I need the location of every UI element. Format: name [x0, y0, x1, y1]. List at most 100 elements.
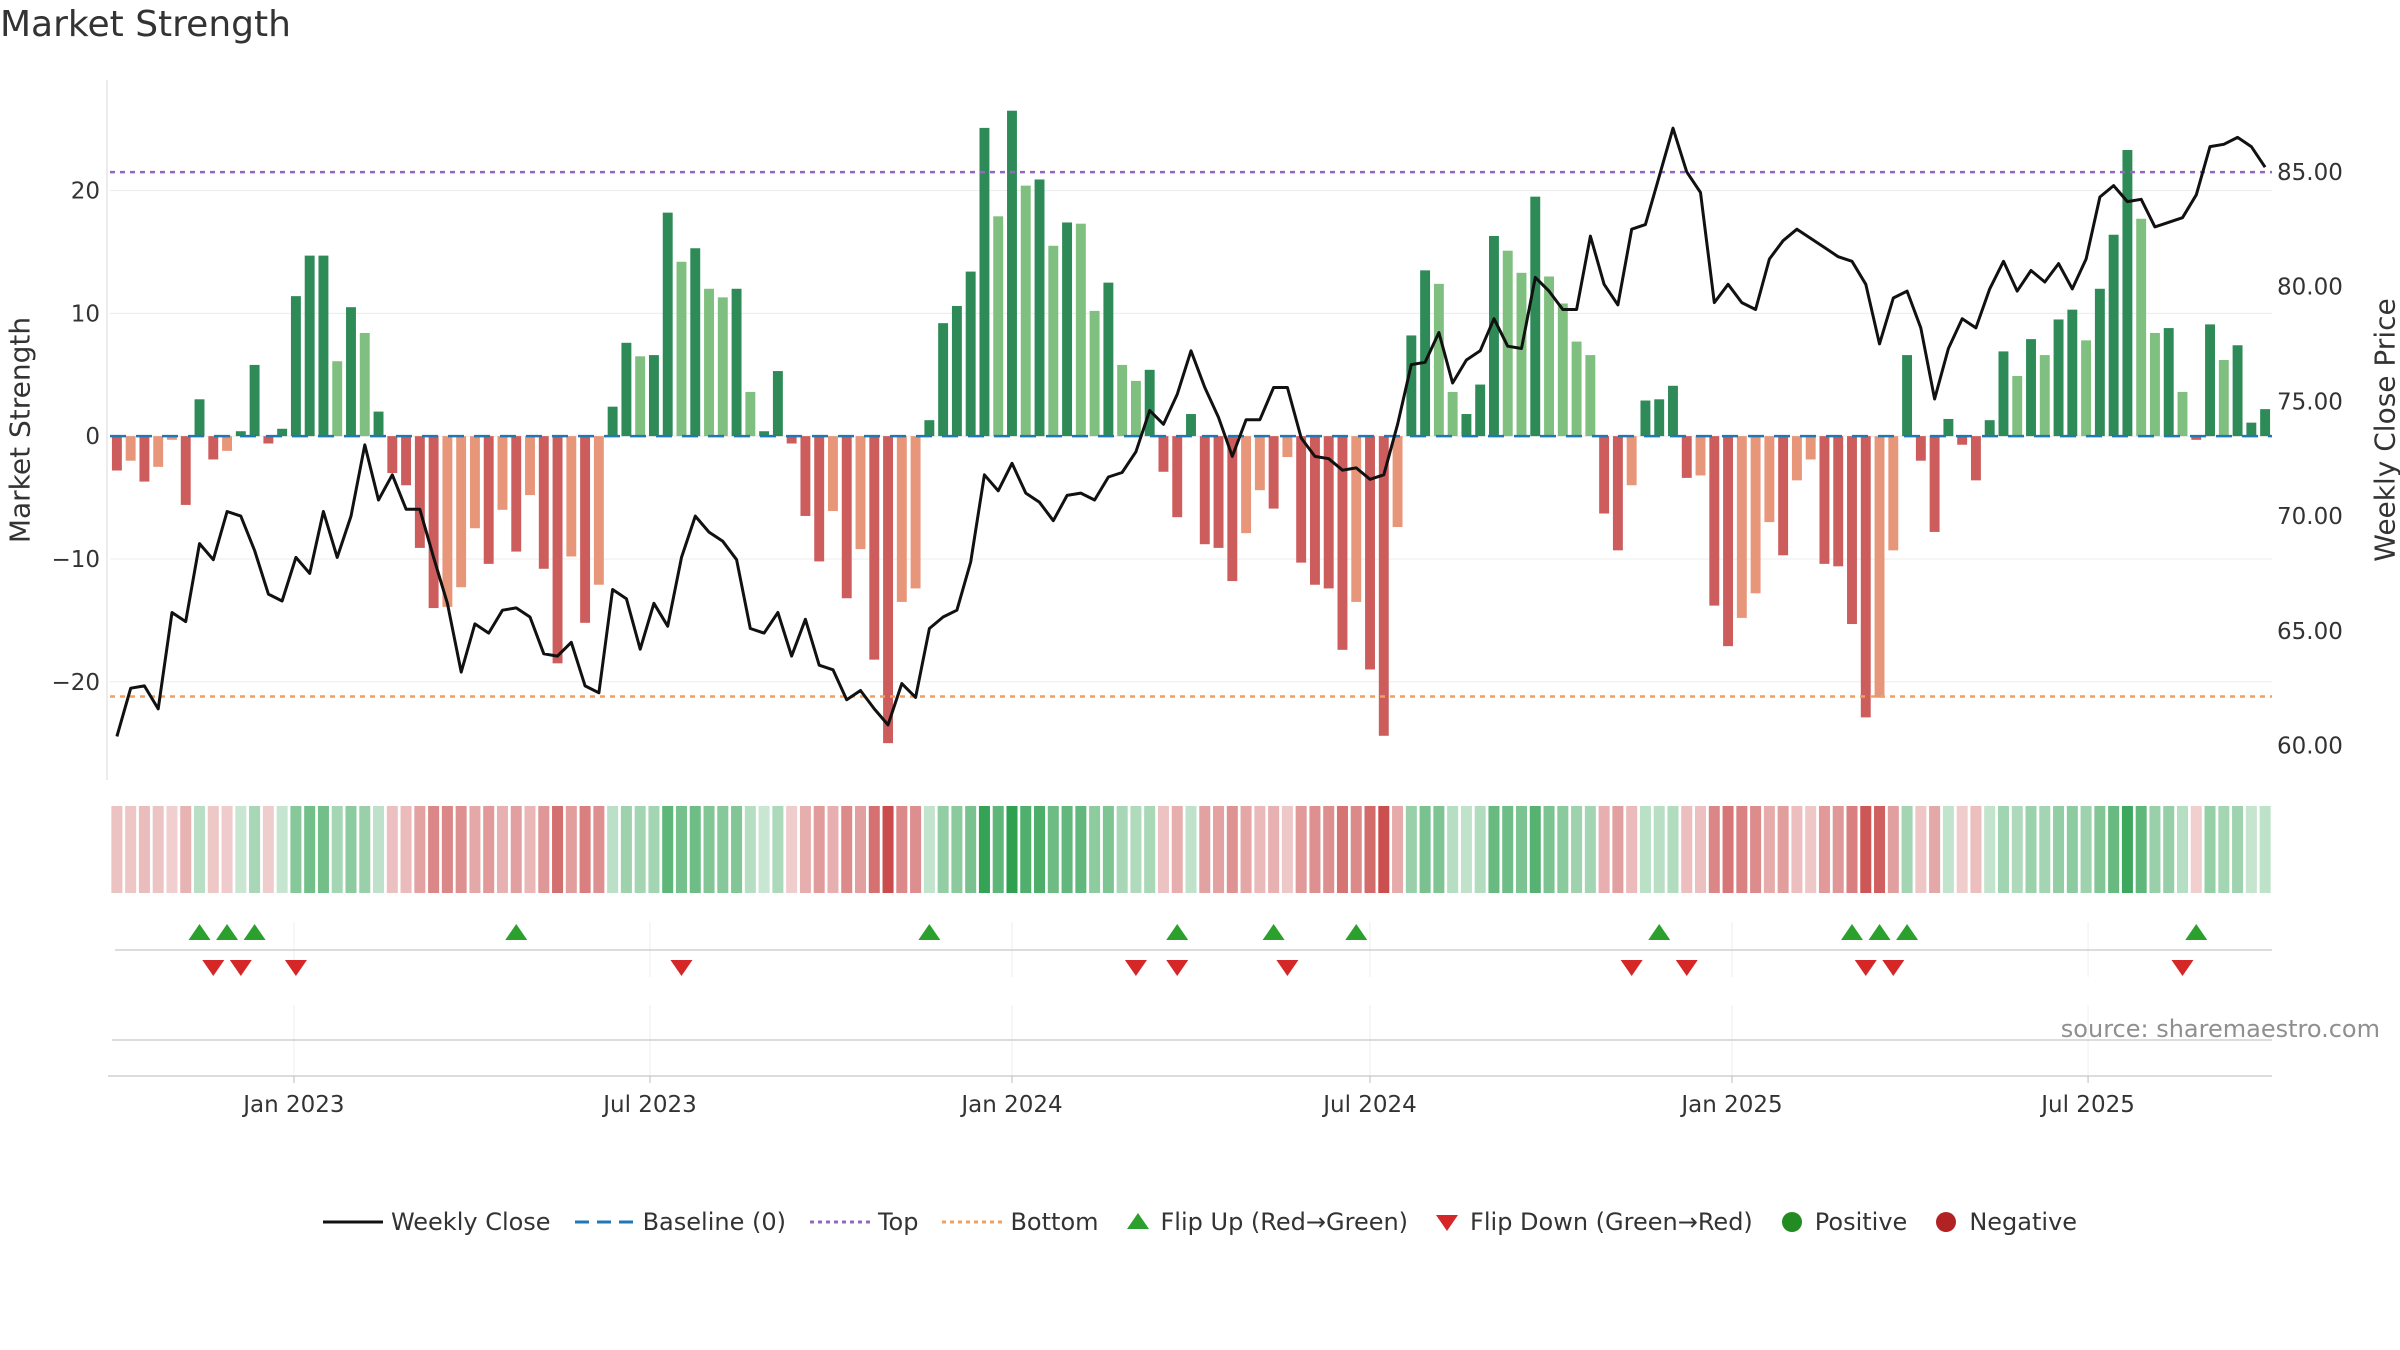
legend-label: Negative: [1969, 1208, 2078, 1236]
y-tick-label: 10: [71, 301, 100, 327]
heat-cell: [400, 806, 412, 893]
strength-bar: [304, 255, 315, 437]
heat-cell: [496, 806, 508, 893]
strength-bar: [676, 261, 687, 437]
heat-cell: [345, 806, 357, 893]
strength-bar: [800, 436, 811, 516]
heat-cell: [111, 806, 123, 893]
strength-bar: [1007, 110, 1017, 437]
heat-cell: [194, 806, 206, 893]
strength-bar: [1874, 436, 1885, 698]
strength-bar: [2191, 436, 2202, 440]
heat-cell: [1818, 806, 1830, 893]
heat-cell: [1502, 806, 1514, 893]
strength-bar: [1516, 272, 1527, 437]
heat-cell: [1695, 806, 1707, 893]
strength-bar: [2067, 309, 2078, 437]
heat-cell: [221, 806, 233, 893]
strength-bar: [1282, 436, 1293, 458]
strength-bar: [1392, 436, 1403, 528]
heat-cell: [1984, 806, 1996, 893]
strength-bar: [1723, 436, 1734, 647]
strength-bar: [1929, 436, 1940, 532]
heat-cell: [2204, 806, 2216, 893]
strength-bar: [1351, 436, 1362, 602]
strength-bar: [153, 436, 164, 467]
heat-cell: [827, 806, 839, 893]
heat-cell: [235, 806, 247, 893]
legend: Weekly Close Baseline (0) Top Bottom Flip Up…: [0, 1208, 2400, 1236]
heat-cell: [414, 806, 426, 893]
heat-cell: [593, 806, 605, 893]
heat-cell: [744, 806, 756, 893]
strength-bar: [194, 399, 205, 437]
heat-cell: [524, 806, 536, 893]
heat-cell: [937, 806, 949, 893]
heat-cell: [2094, 806, 2106, 893]
heat-cell: [1901, 806, 1913, 893]
heat-cell: [1708, 806, 1720, 893]
legend-item: Weekly Close: [322, 1208, 551, 1236]
strength-bar: [1406, 335, 1417, 437]
heat-cell: [1543, 806, 1555, 893]
strength-bar: [442, 436, 453, 607]
heat-cell: [2039, 806, 2051, 893]
heat-cell: [1763, 806, 1775, 893]
heat-cell: [538, 806, 550, 893]
strength-bar: [235, 431, 246, 437]
strength-bar: [690, 248, 701, 437]
heat-cell: [1460, 806, 1472, 893]
heat-cell: [1254, 806, 1266, 893]
strength-bar: [1585, 355, 1596, 437]
y2-tick-label: 75.00: [2277, 389, 2343, 415]
heat-cell: [1571, 806, 1583, 893]
heat-cell: [620, 806, 632, 893]
heat-cell: [2259, 806, 2271, 893]
heat-cell: [1681, 806, 1693, 893]
flip-up-marker: [243, 924, 266, 940]
strength-bar: [1668, 385, 1678, 437]
heat-cell: [1488, 806, 1500, 893]
legend-item: Baseline (0): [574, 1208, 786, 1236]
strength-bar: [525, 436, 535, 496]
heat-cell: [166, 806, 178, 893]
heat-cell: [1323, 806, 1335, 893]
heat-cell: [290, 806, 302, 893]
strength-bar: [607, 406, 618, 437]
heat-cell: [1061, 806, 1073, 893]
flip-up-marker: [1648, 924, 1671, 940]
heat-cell: [1144, 806, 1156, 893]
heat-cell: [1226, 806, 1238, 893]
x-tick-label: Jul 2024: [1321, 1092, 1417, 1118]
heat-cell: [978, 806, 990, 893]
heat-cell: [868, 806, 880, 893]
strength-bar: [1544, 276, 1554, 437]
strength-bar: [1764, 436, 1775, 523]
strength-bar: [373, 411, 384, 437]
legend-item: Positive: [1777, 1208, 1907, 1236]
strength-bar: [1378, 436, 1389, 736]
heat-cell: [565, 806, 577, 893]
strength-bar: [993, 216, 1004, 437]
heat-cell: [579, 806, 591, 893]
heat-cell: [441, 806, 453, 893]
heat-cell: [2025, 806, 2037, 893]
strength-bar: [635, 356, 646, 437]
heat-cell: [1584, 806, 1596, 893]
heat-cell: [2149, 806, 2161, 893]
x-tick-label: Jan 2024: [959, 1092, 1062, 1118]
heat-cell: [1240, 806, 1252, 893]
heat-cell: [1557, 806, 1569, 893]
strength-bar: [2039, 355, 2050, 437]
strength-bar: [2012, 375, 2023, 437]
heat-cell: [1419, 806, 1431, 893]
strength-bar: [139, 436, 150, 482]
heat-cell: [1997, 806, 2009, 893]
heat-cell: [1874, 806, 1886, 893]
strength-bar: [910, 436, 921, 589]
heat-cell: [2121, 806, 2133, 893]
legend-label: Flip Up (Red→Green): [1160, 1208, 1409, 1236]
heat-cell: [1089, 806, 1101, 893]
y-tick-label: 0: [85, 424, 100, 450]
flip-up-marker: [2185, 924, 2208, 940]
